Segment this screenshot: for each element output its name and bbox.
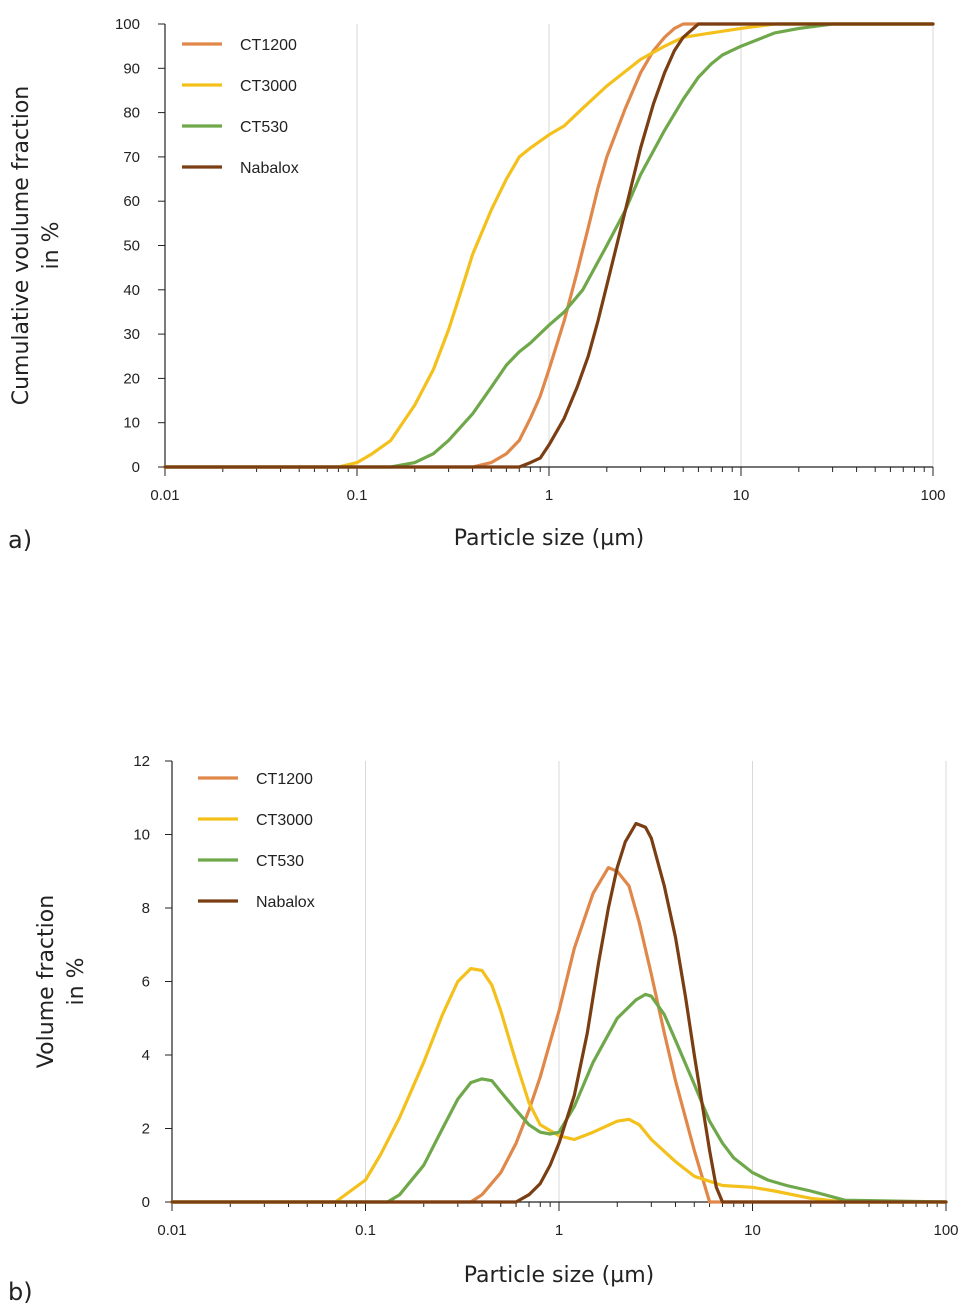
- legend-label-ct530: CT530: [240, 119, 288, 136]
- legend-label-ct3000: CT3000: [240, 78, 297, 95]
- y-tick-label: 10: [123, 415, 140, 432]
- y-tick-label: 60: [123, 193, 140, 210]
- legend-label-ct1200: CT1200: [256, 771, 313, 788]
- x-tick-label: 100: [933, 1222, 958, 1239]
- y-tick-label: 70: [123, 149, 140, 166]
- y-tick-label: 20: [123, 370, 140, 387]
- legend-label-nabalox: Nabalox: [240, 160, 299, 177]
- series-line-ct1200: [170, 865, 948, 1204]
- y-tick-label: 10: [133, 827, 150, 844]
- x-tick-label: 1: [545, 487, 553, 504]
- y-tick-label: 0: [132, 459, 140, 476]
- y-tick-label: 0: [142, 1194, 150, 1211]
- chart-panel-b: 0.01 0.1 1 10 100 0 2 4 6 8 10 12 Particle size (µm)…: [8, 753, 959, 1306]
- y-tick-label: 100: [115, 16, 140, 33]
- y-axis-title: Volume fraction in %: [34, 895, 89, 1068]
- legend-label-nabalox: Nabalox: [256, 894, 315, 911]
- x-tick-label: 0.01: [150, 487, 179, 504]
- panel-label: b): [8, 1278, 33, 1306]
- series-line-ct1200: [163, 22, 935, 469]
- y-axis-title: Cumulative voulume fraction in %: [9, 86, 64, 406]
- y-tick-label: 12: [133, 753, 150, 770]
- x-tick-label: 10: [733, 487, 750, 504]
- series-line-ct3000: [170, 966, 948, 1204]
- x-tick-label: 0.1: [355, 1222, 376, 1239]
- panel-label: a): [8, 526, 32, 554]
- y-tick-label: 80: [123, 105, 140, 122]
- chart-panel-a: 0.01 0.1 1 10 100 0 10 20 30 40 50 60 70 80 90 100 Parti…: [8, 16, 946, 554]
- y-tick-label: 40: [123, 282, 140, 299]
- x-tick-label: 0.1: [347, 487, 368, 504]
- y-tick-label: 90: [123, 60, 140, 77]
- series-line-ct530: [170, 992, 948, 1204]
- y-tick-label: 4: [142, 1047, 150, 1064]
- y-tick-label: 2: [142, 1121, 150, 1138]
- y-tick-label: 30: [123, 326, 140, 343]
- legend-label-ct530: CT530: [256, 853, 304, 870]
- x-tick-label: 100: [920, 487, 945, 504]
- x-tick-label: 10: [744, 1222, 761, 1239]
- series-line-nabalox: [163, 22, 935, 469]
- x-tick-label: 1: [555, 1222, 563, 1239]
- series-line-nabalox: [170, 821, 948, 1204]
- legend-label-ct1200: CT1200: [240, 37, 297, 54]
- x-axis-title: Particle size (µm): [464, 1263, 655, 1288]
- x-axis-title: Particle size (µm): [454, 526, 645, 551]
- x-tick-label: 0.01: [157, 1222, 186, 1239]
- series-line-ct530: [163, 22, 935, 469]
- legend-label-ct3000: CT3000: [256, 812, 313, 829]
- series-line-ct3000: [163, 22, 935, 469]
- y-tick-label: 6: [142, 974, 150, 991]
- y-tick-label: 50: [123, 238, 140, 255]
- y-tick-label: 8: [142, 900, 150, 917]
